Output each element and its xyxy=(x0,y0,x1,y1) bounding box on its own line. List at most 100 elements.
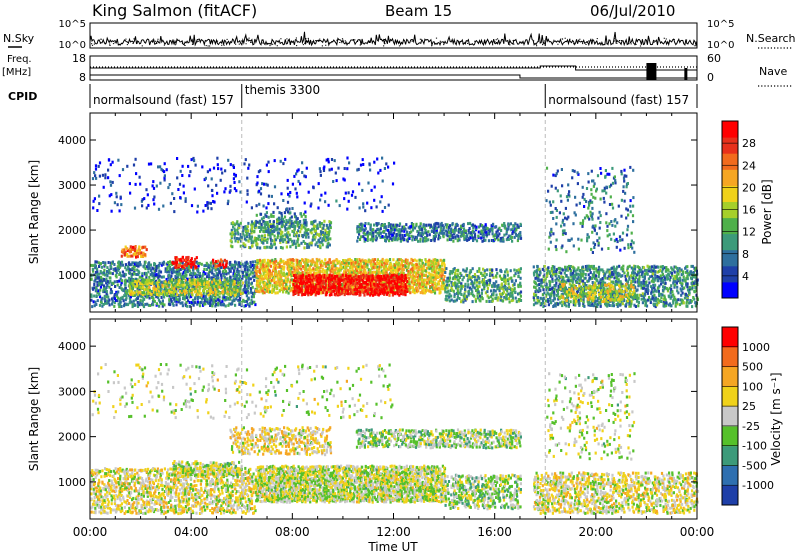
heatmap-cell xyxy=(176,258,178,261)
heatmap-cell xyxy=(367,231,369,234)
heatmap-cell xyxy=(296,289,298,292)
heatmap-cell xyxy=(319,244,321,247)
heatmap-cell xyxy=(113,305,115,308)
heatmap-cell xyxy=(497,296,499,299)
heatmap-cell xyxy=(128,290,130,293)
heatmap-cell xyxy=(364,222,366,225)
heatmap-cell xyxy=(464,288,466,291)
heatmap-cell xyxy=(369,227,371,230)
heatmap-cell xyxy=(155,269,157,272)
heatmap-cell xyxy=(361,259,363,262)
heatmap-cell xyxy=(336,275,338,278)
heatmap-cell xyxy=(226,260,228,263)
heatmap-cell xyxy=(276,225,278,228)
heatmap-cell xyxy=(191,293,193,296)
heatmap-cell xyxy=(443,275,445,278)
heatmap-cell xyxy=(134,304,136,307)
heatmap-cell xyxy=(259,271,261,274)
heatmap-cell xyxy=(411,238,413,241)
heatmap-cell xyxy=(280,276,282,279)
heatmap-cell xyxy=(194,279,196,282)
heatmap-cell xyxy=(253,301,255,304)
nsky-panel: N.Sky 10^5 10^0 10^5 10^0 N.Search xyxy=(3,19,796,51)
heatmap-cell xyxy=(140,286,142,289)
heatmap-cell xyxy=(415,223,417,226)
heatmap-cell xyxy=(191,257,193,260)
heatmap-cell xyxy=(261,226,263,229)
heatmap-cell xyxy=(96,288,98,291)
heatmap-cell xyxy=(322,285,324,288)
heatmap-cell xyxy=(301,224,303,227)
heatmap-cell xyxy=(381,278,383,281)
heatmap-cell xyxy=(389,258,391,261)
heatmap-cell xyxy=(305,275,307,278)
heatmap-cell xyxy=(472,275,474,278)
heatmap-cell xyxy=(297,238,299,241)
heatmap-cell xyxy=(279,283,281,286)
heatmap-cell xyxy=(256,270,258,273)
heatmap-cell xyxy=(476,239,478,242)
heatmap-cell xyxy=(143,298,145,301)
heatmap-cell xyxy=(463,223,465,226)
heatmap-cell xyxy=(129,272,131,275)
heatmap-cell xyxy=(160,271,162,274)
heatmap-cell xyxy=(234,236,236,239)
heatmap-cell xyxy=(390,231,392,234)
nave-tick-top: 60 xyxy=(707,52,721,65)
heatmap-cell xyxy=(387,260,389,263)
heatmap-cell xyxy=(392,258,394,261)
heatmap-cell xyxy=(215,260,217,263)
heatmap-cell xyxy=(248,292,250,295)
heatmap-cell xyxy=(396,229,398,232)
heatmap-cell xyxy=(193,261,195,264)
heatmap-cell xyxy=(502,238,504,241)
heatmap-cell xyxy=(381,284,383,287)
heatmap-cell xyxy=(363,275,365,278)
heatmap-cell xyxy=(259,259,261,262)
heatmap-cell xyxy=(519,298,521,301)
heatmap-cell xyxy=(424,279,426,282)
heatmap-cell xyxy=(197,278,199,281)
heatmap-cell xyxy=(246,276,248,279)
heatmap-cell xyxy=(495,280,497,283)
heatmap-cell xyxy=(311,241,313,244)
heatmap-cell xyxy=(239,297,241,300)
heatmap-cell xyxy=(122,264,124,267)
heatmap-cell xyxy=(161,276,163,279)
heatmap-cell xyxy=(274,292,276,295)
heatmap-cell xyxy=(400,240,402,243)
heatmap-cell xyxy=(129,255,131,258)
heatmap-cell xyxy=(421,265,423,268)
heatmap-cell xyxy=(99,289,101,292)
heatmap-cell xyxy=(282,247,284,250)
heatmap-cell xyxy=(472,300,474,303)
heatmap-cell xyxy=(171,261,173,264)
heatmap-cell xyxy=(358,275,360,278)
heatmap-cell xyxy=(299,230,301,233)
heatmap-cell xyxy=(456,299,458,302)
heatmap-cell xyxy=(108,299,110,302)
heatmap-cell xyxy=(452,240,454,243)
heatmap-cell xyxy=(265,215,267,218)
heatmap-cell xyxy=(135,245,137,248)
heatmap-cell xyxy=(458,285,460,288)
heatmap-cell xyxy=(228,302,230,305)
heatmap-cell xyxy=(295,274,297,277)
heatmap-cell xyxy=(387,275,389,278)
heatmap-cell xyxy=(510,277,512,280)
heatmap-cell xyxy=(282,260,284,263)
heatmap-cell xyxy=(359,238,361,241)
heatmap-cell xyxy=(329,258,331,261)
heatmap-cell xyxy=(461,285,463,288)
heatmap-cell xyxy=(392,224,394,227)
heatmap-cell xyxy=(513,225,515,228)
heatmap-cell xyxy=(222,263,224,266)
heatmap-cell xyxy=(330,261,332,264)
beam-title: Beam 15 xyxy=(385,2,452,20)
heatmap-cell xyxy=(104,261,106,264)
heatmap-cell xyxy=(434,281,436,284)
heatmap-cell xyxy=(176,261,178,264)
heatmap-cell xyxy=(244,268,246,271)
heatmap-cell xyxy=(134,291,136,294)
heatmap-cell xyxy=(219,279,221,282)
